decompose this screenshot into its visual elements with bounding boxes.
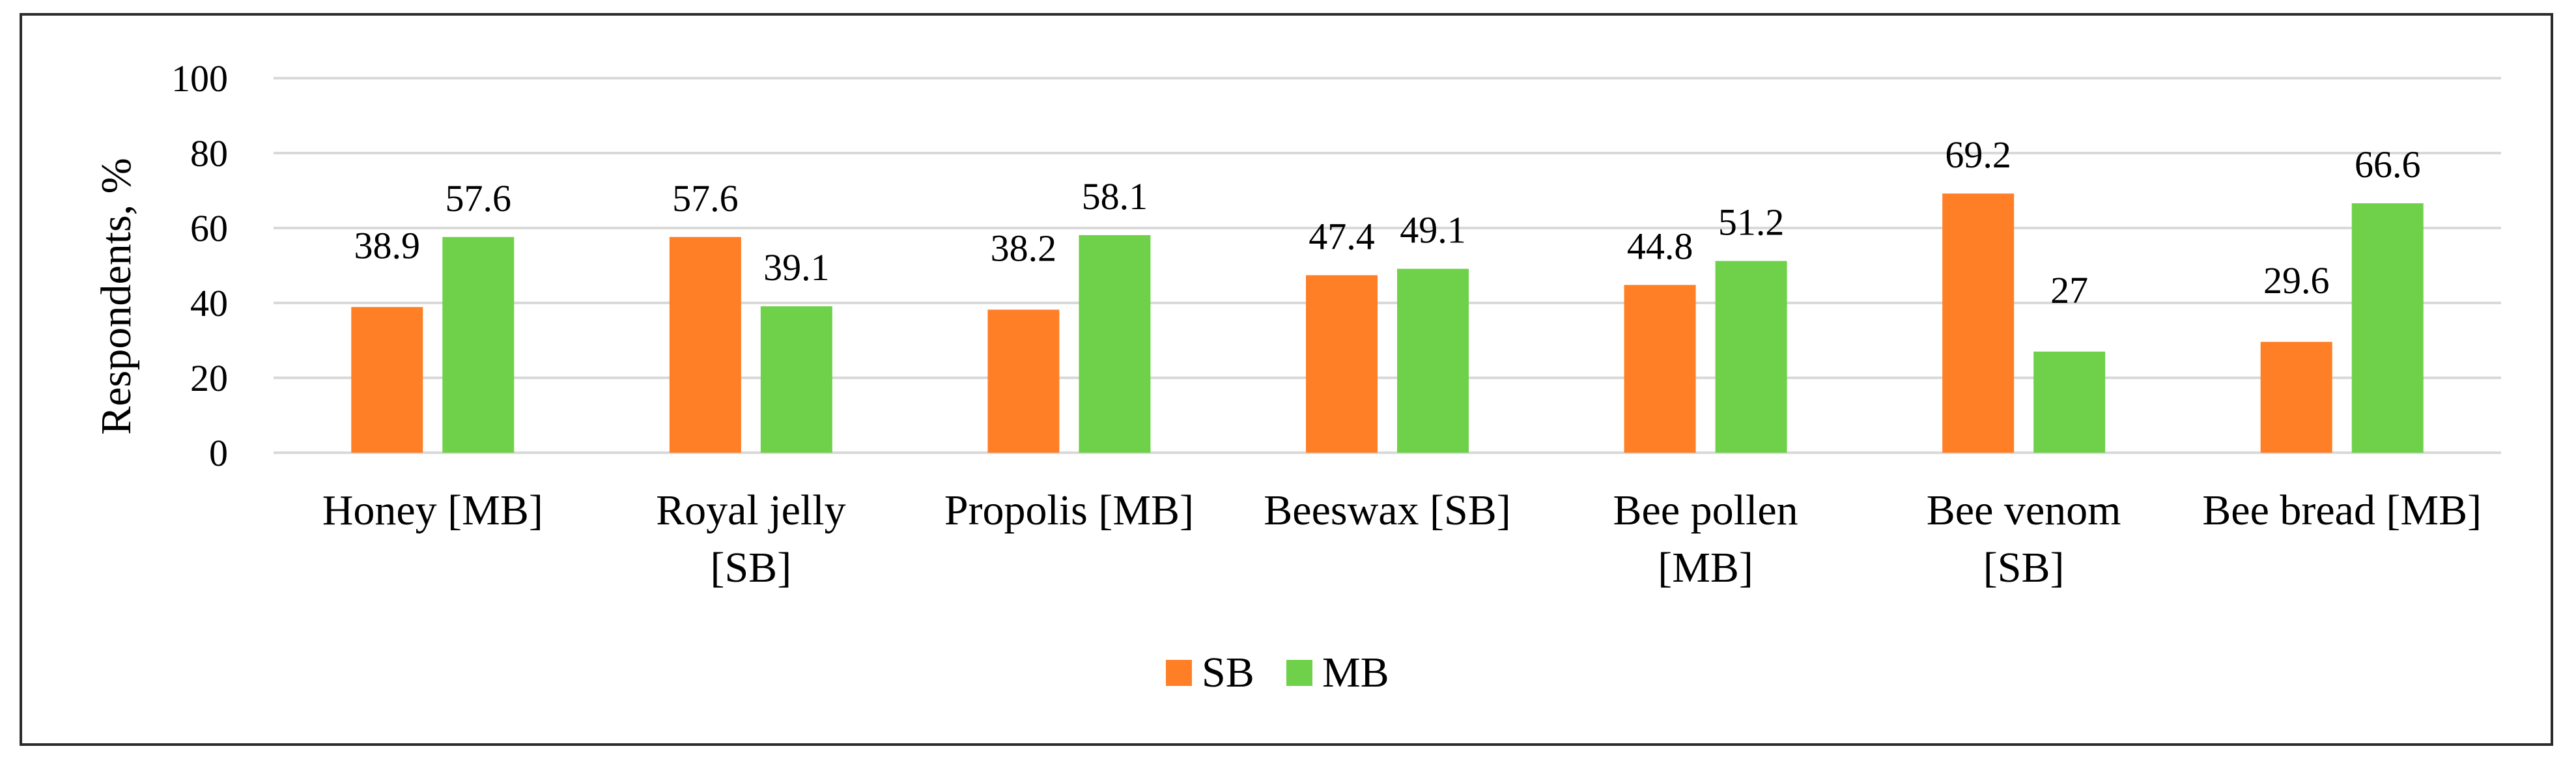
y-tick-label-60: 60 [190, 207, 228, 249]
legend-swatch-sb [1166, 660, 1192, 686]
category-label-6-line-0: Bee bread [MB] [2202, 487, 2482, 534]
y-tick-label-20: 20 [190, 357, 228, 399]
data-label-mb-1: 39.1 [763, 246, 830, 289]
data-label-sb-0: 38.9 [354, 224, 421, 266]
category-label-4-line-0: Bee pollen [1613, 487, 1798, 534]
chart-frame [20, 13, 2553, 746]
data-label-mb-3: 49.1 [1400, 209, 1466, 251]
gridlines [274, 77, 2501, 454]
bar-sb-1 [669, 236, 741, 453]
bar-sb-5 [1942, 193, 2015, 453]
bars [351, 193, 2424, 453]
category-label-5-line-1: [SB] [1983, 544, 2065, 591]
data-label-mb-0: 57.6 [446, 177, 512, 220]
data-label-mb-5: 27 [2050, 269, 2088, 311]
data-label-sb-2: 38.2 [991, 227, 1057, 269]
legend-label-sb: SB [1202, 649, 1254, 696]
y-tick-label-80: 80 [190, 132, 228, 175]
data-label-mb-2: 58.1 [1082, 175, 1148, 218]
data-labels: 38.9 57.6 57.6 39.1 38.2 58.1 47.4 49.1 44.8 51.2… [354, 134, 2421, 311]
bar-mb-1 [760, 306, 832, 453]
y-axis-title: Respondents, % [92, 158, 140, 434]
bar-mb-5 [2033, 351, 2106, 453]
data-label-mb-6: 66.6 [2355, 143, 2421, 186]
data-label-sb-6: 29.6 [2263, 259, 2330, 302]
data-label-sb-3: 47.4 [1309, 215, 1375, 257]
category-label-5-line-0: Bee venom [1927, 487, 2121, 534]
y-tick-label-40: 40 [190, 282, 228, 324]
y-tick-label-0: 0 [209, 432, 228, 474]
bar-mb-6 [2351, 203, 2424, 453]
bar-sb-6 [2260, 341, 2332, 453]
category-label-4-line-1: [MB] [1658, 544, 1753, 591]
bar-sb-0 [351, 307, 423, 453]
bar-sb-3 [1306, 275, 1378, 453]
legend-label-mb: MB [1322, 649, 1389, 696]
data-label-sb-1: 57.6 [672, 177, 739, 220]
y-tick-label-100: 100 [171, 57, 228, 100]
category-label-3-line-0: Beeswax [SB] [1264, 487, 1510, 534]
x-axis-categories: Honey [MB] Royal jelly [SB] Propolis [MB] Be… [322, 487, 2482, 591]
category-label-1-line-1: [SB] [711, 544, 792, 591]
data-label-sb-4: 44.8 [1627, 225, 1693, 267]
bar-mb-2 [1079, 235, 1151, 453]
category-label-0-line-0: Honey [MB] [322, 487, 543, 534]
bar-mb-0 [442, 236, 515, 453]
bar-sb-4 [1624, 285, 1696, 453]
category-label-2-line-0: Propolis [MB] [944, 487, 1194, 534]
bar-mb-4 [1715, 261, 1787, 453]
category-label-1-line-0: Royal jelly [656, 487, 845, 534]
legend: SB MB [1166, 649, 1389, 696]
bar-mb-3 [1397, 268, 1469, 453]
data-label-mb-4: 51.2 [1718, 201, 1785, 244]
data-label-sb-5: 69.2 [1945, 134, 2011, 176]
y-axis-ticks: 0 20 40 60 80 100 [171, 57, 228, 474]
legend-swatch-mb [1286, 660, 1312, 686]
bar-sb-2 [987, 309, 1060, 453]
